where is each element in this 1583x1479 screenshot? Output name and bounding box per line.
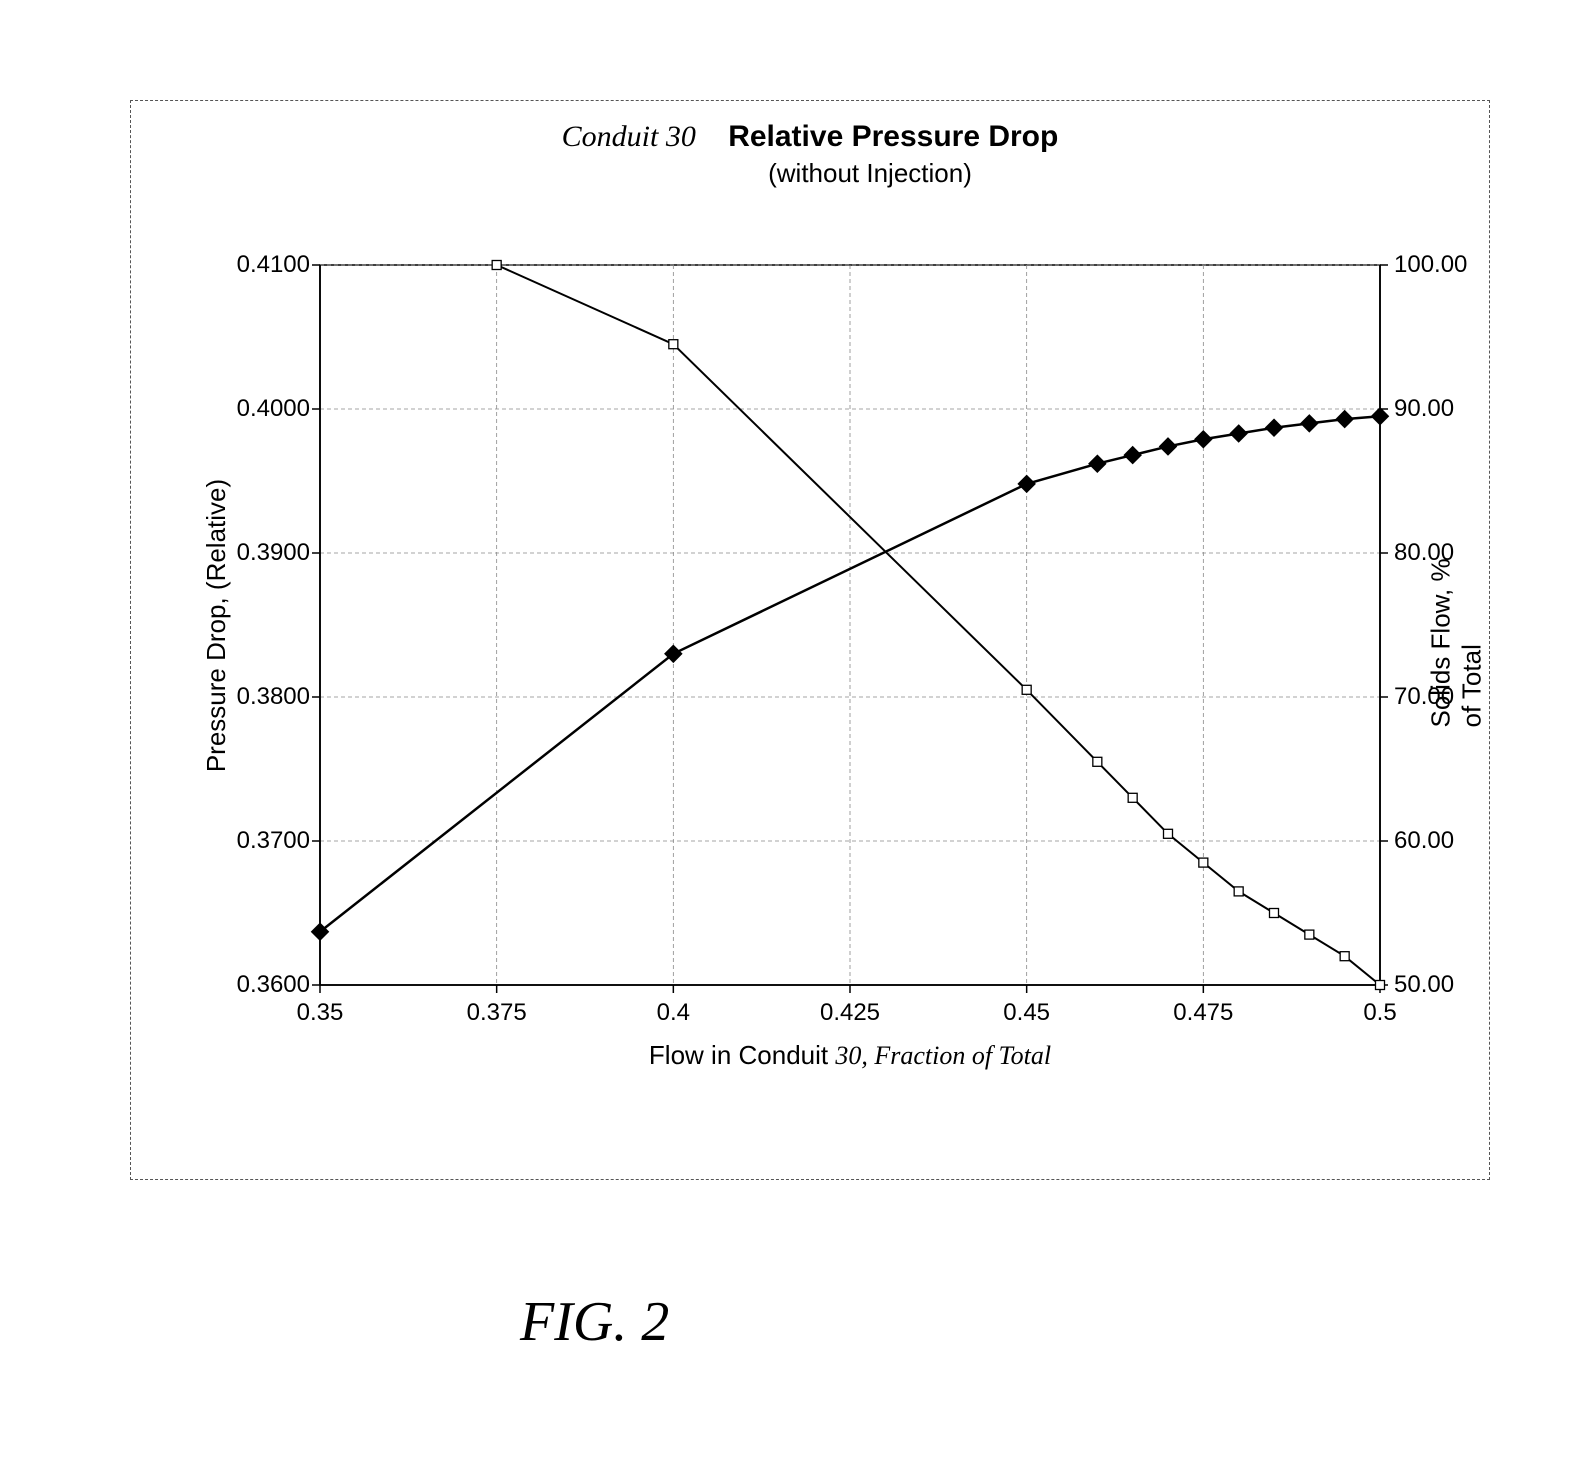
y2-tick-label: 60.00 xyxy=(1394,827,1484,855)
y2-tick-label: 80.00 xyxy=(1394,539,1484,567)
x-tick-label: 0.5 xyxy=(1340,999,1420,1027)
y2-tick-label: 90.00 xyxy=(1394,395,1484,423)
x-tick-label: 0.35 xyxy=(280,999,360,1027)
y1-tick-label: 0.4100 xyxy=(220,251,310,279)
y2-tick-label: 50.00 xyxy=(1394,971,1484,999)
figure-caption: FIG. 2 xyxy=(520,1290,669,1354)
x-tick-label: 0.475 xyxy=(1163,999,1243,1027)
x-axis-label: Flow in Conduit 30, Fraction of Total xyxy=(320,1040,1380,1071)
y1-tick-label: 0.3900 xyxy=(220,539,310,567)
xlabel-hand: 30, Fraction of Total xyxy=(835,1041,1051,1070)
xlabel-plain: Flow in Conduit xyxy=(649,1040,835,1070)
y1-tick-label: 0.3600 xyxy=(220,971,310,999)
x-tick-label: 0.45 xyxy=(987,999,1067,1027)
y2-tick-label: 70.00 xyxy=(1394,683,1484,711)
y2-tick-label: 100.00 xyxy=(1394,251,1484,279)
x-tick-label: 0.375 xyxy=(457,999,537,1027)
y1-tick-label: 0.4000 xyxy=(220,395,310,423)
plot-area xyxy=(40,40,1543,1439)
y1-tick-label: 0.3700 xyxy=(220,827,310,855)
x-tick-label: 0.425 xyxy=(810,999,890,1027)
x-tick-label: 0.4 xyxy=(633,999,713,1027)
y-axis-left-label: Pressure Drop, (Relative) xyxy=(201,479,232,772)
page: Conduit 30 Relative Pressure Drop (witho… xyxy=(40,40,1543,1439)
y1-tick-label: 0.3800 xyxy=(220,683,310,711)
